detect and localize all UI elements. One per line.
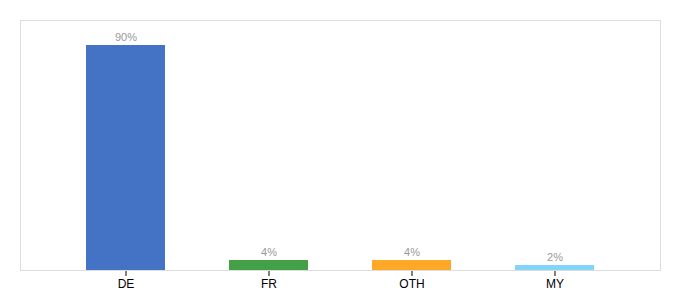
svg-text:2%: 2%: [547, 251, 563, 263]
svg-text:OTH: OTH: [399, 277, 424, 291]
svg-text:MY: MY: [546, 277, 564, 291]
svg-text:DE: DE: [118, 277, 135, 291]
svg-text:4%: 4%: [404, 246, 420, 258]
svg-text:90%: 90%: [115, 31, 137, 43]
svg-text:4%: 4%: [261, 246, 277, 258]
svg-text:FR: FR: [261, 277, 277, 291]
